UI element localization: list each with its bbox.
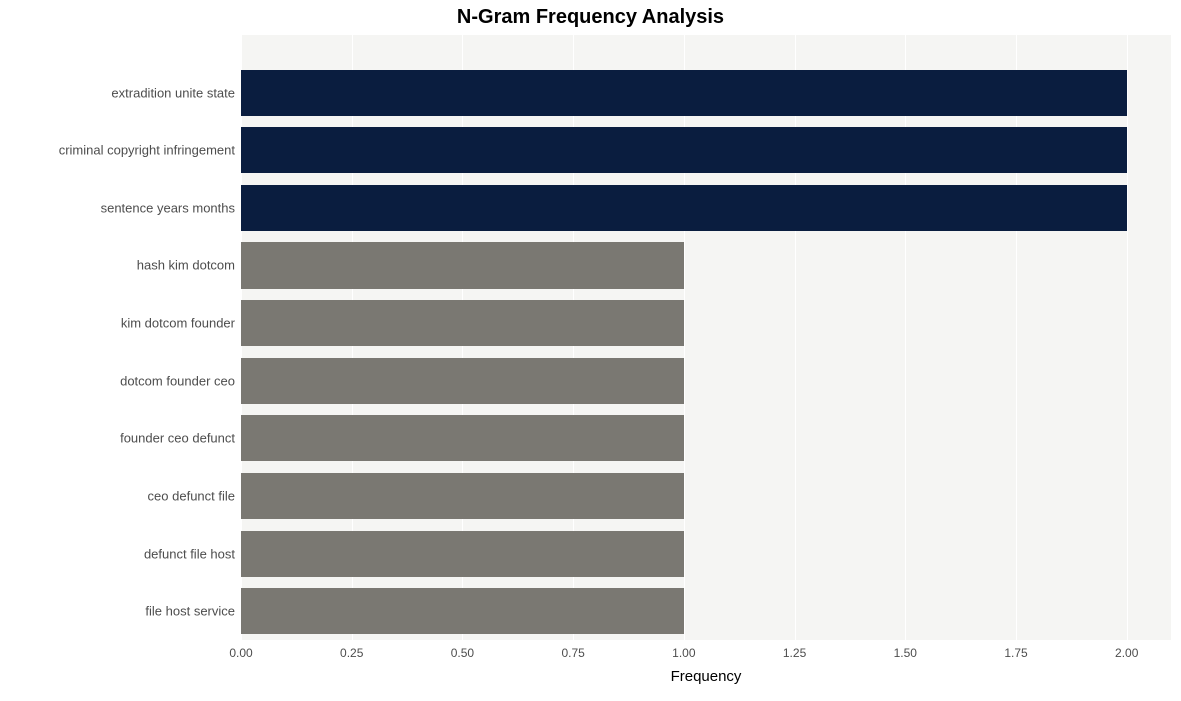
y-tick-label: defunct file host	[144, 546, 241, 561]
bar-row: ceo defunct file	[241, 473, 1171, 519]
bar	[241, 531, 684, 577]
bar-row: dotcom founder ceo	[241, 358, 1171, 404]
chart-title: N-Gram Frequency Analysis	[0, 6, 1181, 29]
bar	[241, 185, 1127, 231]
bar	[241, 588, 684, 634]
bar	[241, 358, 684, 404]
y-tick-label: hash kim dotcom	[137, 258, 241, 273]
y-tick-label: file host service	[145, 604, 241, 619]
y-tick-label: extradition unite state	[111, 85, 241, 100]
bar	[241, 242, 684, 288]
bar-row: criminal copyright infringement	[241, 127, 1171, 173]
y-tick-label: sentence years months	[101, 200, 241, 215]
bar	[241, 415, 684, 461]
x-tick-label: 1.50	[894, 640, 917, 660]
bar-row: defunct file host	[241, 531, 1171, 577]
x-tick-label: 0.00	[229, 640, 252, 660]
plot-area: Frequency 0.000.250.500.751.001.251.501.…	[241, 35, 1171, 640]
x-axis-label: Frequency	[241, 668, 1171, 685]
bar	[241, 300, 684, 346]
y-tick-label: dotcom founder ceo	[120, 373, 241, 388]
x-tick-label: 0.25	[340, 640, 363, 660]
bar	[241, 473, 684, 519]
y-tick-label: founder ceo defunct	[120, 431, 241, 446]
bar-row: sentence years months	[241, 185, 1171, 231]
x-tick-label: 1.25	[783, 640, 806, 660]
x-tick-label: 2.00	[1115, 640, 1138, 660]
x-tick-label: 0.75	[561, 640, 584, 660]
bar-row: founder ceo defunct	[241, 415, 1171, 461]
bar-row: hash kim dotcom	[241, 242, 1171, 288]
x-tick-label: 0.50	[451, 640, 474, 660]
bar-row: file host service	[241, 588, 1171, 634]
y-tick-label: kim dotcom founder	[121, 316, 241, 331]
x-tick-label: 1.75	[1004, 640, 1027, 660]
bar	[241, 127, 1127, 173]
bar-row: kim dotcom founder	[241, 300, 1171, 346]
bar	[241, 70, 1127, 116]
x-tick-label: 1.00	[672, 640, 695, 660]
y-tick-label: criminal copyright infringement	[59, 143, 241, 158]
bar-row: extradition unite state	[241, 70, 1171, 116]
y-tick-label: ceo defunct file	[148, 488, 241, 503]
